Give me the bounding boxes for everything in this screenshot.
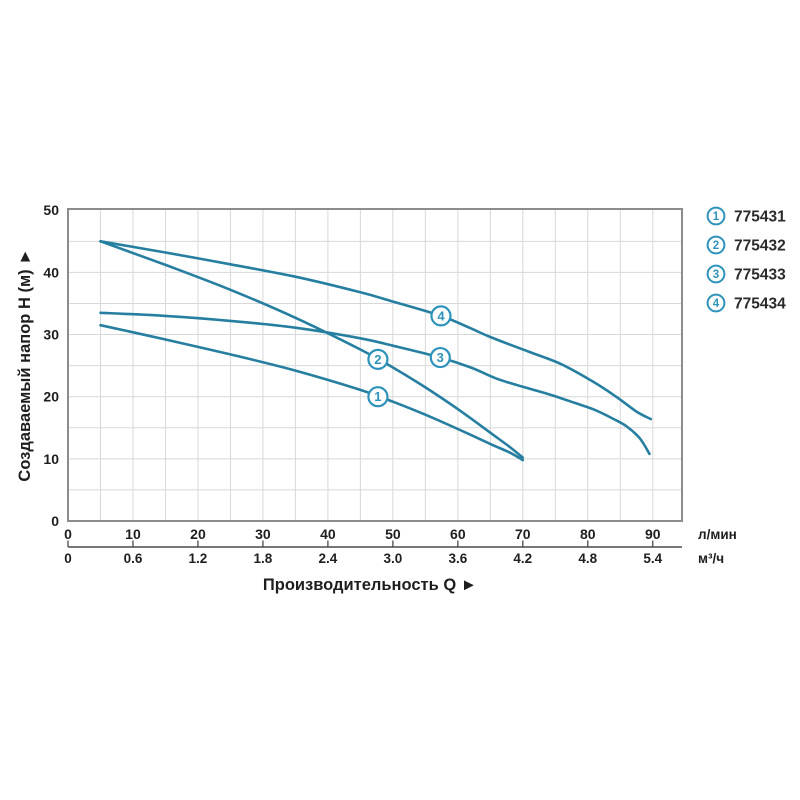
x-tick-label-m3h: 4.2 (513, 551, 532, 566)
y-tick-label: 30 (43, 327, 59, 343)
y-tick-label: 0 (51, 513, 59, 529)
curve-marker-number-4: 4 (437, 308, 445, 323)
legend-circle-icon (706, 293, 726, 313)
curve-marker-number-3: 3 (437, 350, 444, 365)
legend-number: 2 (713, 240, 719, 252)
y-tick-label: 10 (43, 451, 59, 467)
curve-775431 (99, 323, 525, 462)
y-tick-label: 20 (43, 389, 59, 405)
curve-marker-number-1: 1 (374, 389, 381, 404)
legend-circle-icon (706, 264, 726, 284)
curve-775434 (99, 240, 653, 421)
curve-775432 (99, 240, 525, 459)
x-tick-label-lmin: 90 (645, 526, 661, 542)
legend-label: 775431 (734, 208, 786, 225)
x-tick-label-m3h: 4.8 (578, 551, 597, 566)
x-axis-unit-lmin: л/мин (698, 527, 737, 542)
x-tick-label-lmin: 20 (190, 526, 206, 542)
y-tick-label: 40 (43, 264, 59, 280)
legend-label: 775433 (734, 266, 786, 283)
x-tick-label-m3h: 5.4 (643, 551, 662, 566)
x-tick-label-lmin: 60 (450, 526, 466, 542)
legend-circle-icon (706, 235, 726, 255)
curve-marker-circle-2 (367, 348, 389, 371)
x-tick-label-lmin: 40 (320, 526, 336, 542)
x-tick-label-m3h: 1.2 (189, 551, 208, 566)
curve-775433 (99, 311, 651, 456)
x-tick-label-m3h: 0.6 (124, 551, 143, 566)
y-axis-title: Создаваемый напор H (м) ► (16, 248, 34, 481)
legend-label: 775432 (734, 237, 786, 254)
legend-item-775432: 2 775432 (706, 235, 786, 255)
legend-item-775434: 4 775434 (706, 293, 786, 313)
x-tick-label-lmin: 0 (64, 526, 72, 542)
legend-circle-icon (706, 206, 726, 226)
curve-marker-circle-4 (430, 305, 452, 327)
x-tick-label-lmin: 50 (385, 526, 401, 542)
x-tick-label-m3h: 3.0 (383, 551, 402, 566)
x-tick-label-m3h: 3.6 (448, 551, 467, 566)
legend-number: 1 (713, 211, 720, 223)
x-tick-label-lmin: 70 (515, 526, 531, 542)
curve-marker-circle-1 (367, 386, 389, 408)
x-tick-label-m3h: 1.8 (254, 551, 273, 566)
legend-item-775433: 3 775433 (706, 264, 786, 284)
x-tick-label-m3h: 2.4 (319, 551, 338, 566)
legend-label: 775434 (734, 295, 786, 312)
curve-marker-number-2: 2 (374, 352, 381, 367)
curve-marker-circle-3 (429, 346, 451, 369)
x-tick-label-m3h: 0 (64, 551, 72, 566)
plot-border (67, 208, 683, 522)
x-axis-unit-m3h: м³/ч (698, 551, 724, 566)
y-tick-label: 50 (43, 202, 59, 218)
x-axis-title: Производительность Q ► (263, 576, 477, 594)
x-tick-label-lmin: 10 (125, 526, 141, 542)
x-tick-label-lmin: 30 (255, 526, 271, 542)
legend-number: 4 (713, 298, 720, 310)
legend-item-775431: 1 775431 (706, 206, 786, 226)
legend-number: 3 (713, 269, 719, 281)
x-tick-label-lmin: 80 (580, 526, 596, 542)
